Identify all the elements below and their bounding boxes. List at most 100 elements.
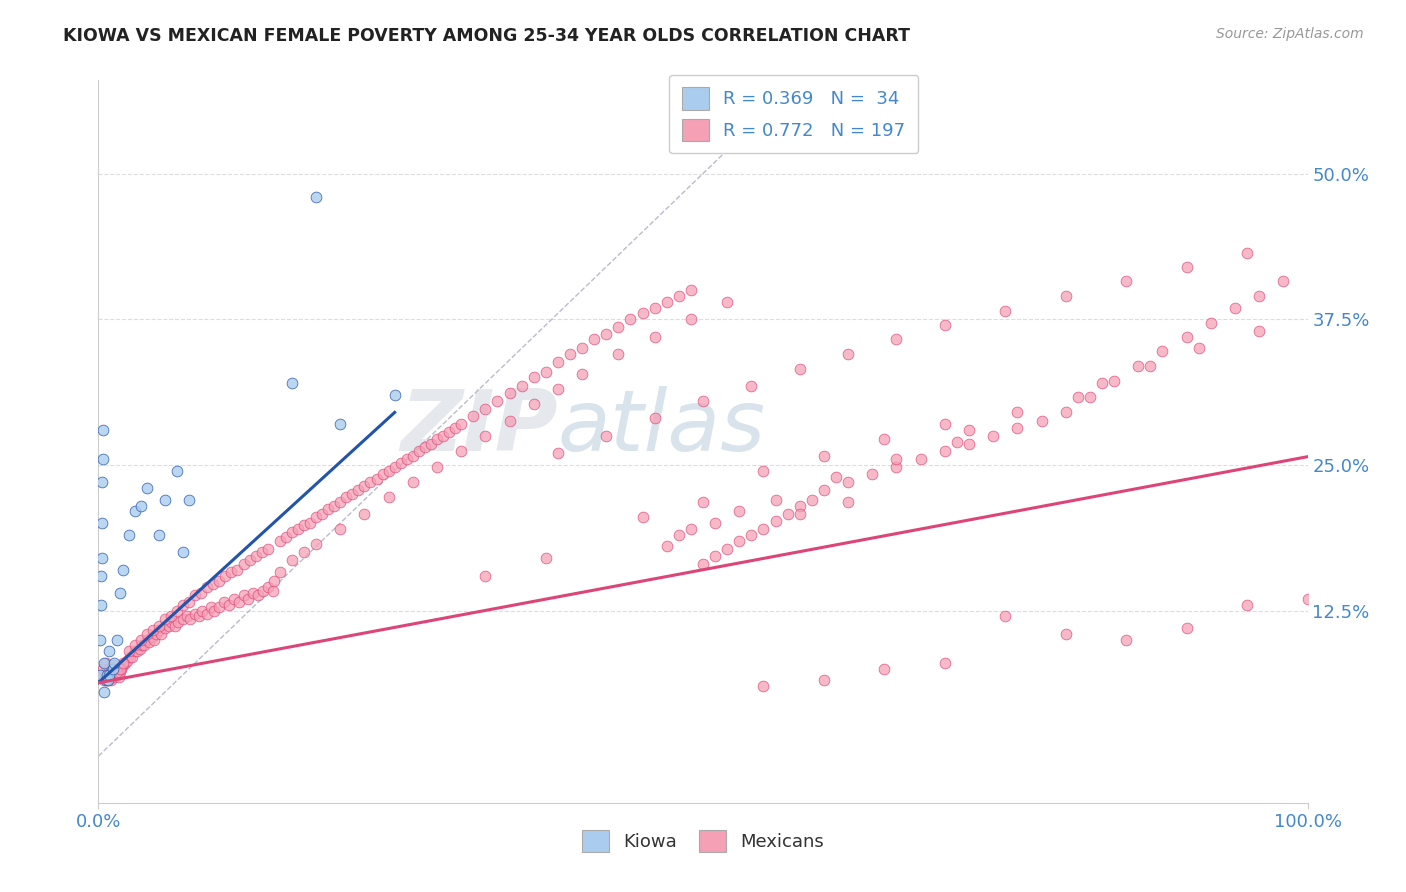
Point xyxy=(813,673,835,688)
Point xyxy=(1078,390,1101,404)
Point xyxy=(353,507,375,521)
Point xyxy=(179,612,201,626)
Point xyxy=(118,644,141,658)
Point xyxy=(335,491,357,505)
Point xyxy=(108,662,131,676)
Point xyxy=(166,603,188,617)
Point xyxy=(329,417,352,431)
Point xyxy=(172,545,194,559)
Point xyxy=(311,507,333,521)
Point xyxy=(644,301,666,315)
Point xyxy=(110,662,132,676)
Point xyxy=(679,312,702,326)
Point xyxy=(408,443,430,458)
Point xyxy=(292,545,315,559)
Point xyxy=(752,522,775,536)
Point xyxy=(679,522,702,536)
Point xyxy=(104,664,127,678)
Point xyxy=(148,528,170,542)
Point xyxy=(1067,390,1090,404)
Point xyxy=(860,467,883,482)
Point xyxy=(498,413,520,427)
Point xyxy=(1031,413,1053,427)
Point xyxy=(1249,324,1271,338)
Point xyxy=(93,656,115,670)
Point xyxy=(934,656,956,670)
Point xyxy=(145,627,167,641)
Point xyxy=(360,475,382,490)
Point xyxy=(910,452,932,467)
Point xyxy=(91,516,114,530)
Point xyxy=(108,586,131,600)
Point xyxy=(957,437,980,451)
Point xyxy=(371,467,394,482)
Point xyxy=(269,533,291,548)
Point xyxy=(228,595,250,609)
Point xyxy=(765,514,787,528)
Point xyxy=(108,670,131,684)
Point xyxy=(789,362,811,376)
Point xyxy=(692,495,714,509)
Point xyxy=(299,516,322,530)
Point xyxy=(1175,260,1198,274)
Point xyxy=(837,495,859,509)
Point xyxy=(420,437,443,451)
Point xyxy=(239,553,262,567)
Point xyxy=(98,644,121,658)
Point xyxy=(184,588,207,602)
Point xyxy=(342,487,364,501)
Point xyxy=(292,518,315,533)
Text: atlas: atlas xyxy=(558,385,766,468)
Point xyxy=(523,370,546,384)
Point xyxy=(716,541,738,556)
Point xyxy=(426,432,449,446)
Point xyxy=(143,632,166,647)
Point xyxy=(274,530,297,544)
Point xyxy=(1139,359,1161,373)
Point xyxy=(523,397,546,411)
Point xyxy=(571,367,593,381)
Point xyxy=(114,656,136,670)
Point xyxy=(191,603,214,617)
Point xyxy=(1054,289,1077,303)
Point xyxy=(98,667,121,681)
Point xyxy=(1249,289,1271,303)
Point xyxy=(534,365,557,379)
Point xyxy=(91,423,114,437)
Point xyxy=(305,510,328,524)
Point xyxy=(631,510,654,524)
Point xyxy=(347,483,370,498)
Point xyxy=(323,499,346,513)
Point xyxy=(957,423,980,437)
Point xyxy=(157,618,180,632)
Point xyxy=(105,632,128,647)
Point xyxy=(93,673,115,688)
Point xyxy=(655,294,678,309)
Point xyxy=(740,528,762,542)
Point xyxy=(607,320,630,334)
Point xyxy=(800,492,823,507)
Point xyxy=(886,460,908,475)
Point xyxy=(1128,359,1150,373)
Point xyxy=(100,673,122,688)
Point xyxy=(837,475,859,490)
Point xyxy=(607,347,630,361)
Point xyxy=(595,327,617,342)
Point xyxy=(1054,627,1077,641)
Point xyxy=(704,516,727,530)
Point xyxy=(474,401,496,416)
Point xyxy=(1272,274,1295,288)
Point xyxy=(450,443,472,458)
Point xyxy=(226,563,249,577)
Point xyxy=(994,609,1017,624)
Point xyxy=(281,376,304,391)
Point xyxy=(583,332,606,346)
Point xyxy=(873,432,896,446)
Point xyxy=(117,654,139,668)
Point xyxy=(873,662,896,676)
Point xyxy=(118,650,141,665)
Point xyxy=(353,479,375,493)
Legend: Kiowa, Mexicans: Kiowa, Mexicans xyxy=(575,822,831,859)
Point xyxy=(728,504,751,518)
Point xyxy=(1296,591,1319,606)
